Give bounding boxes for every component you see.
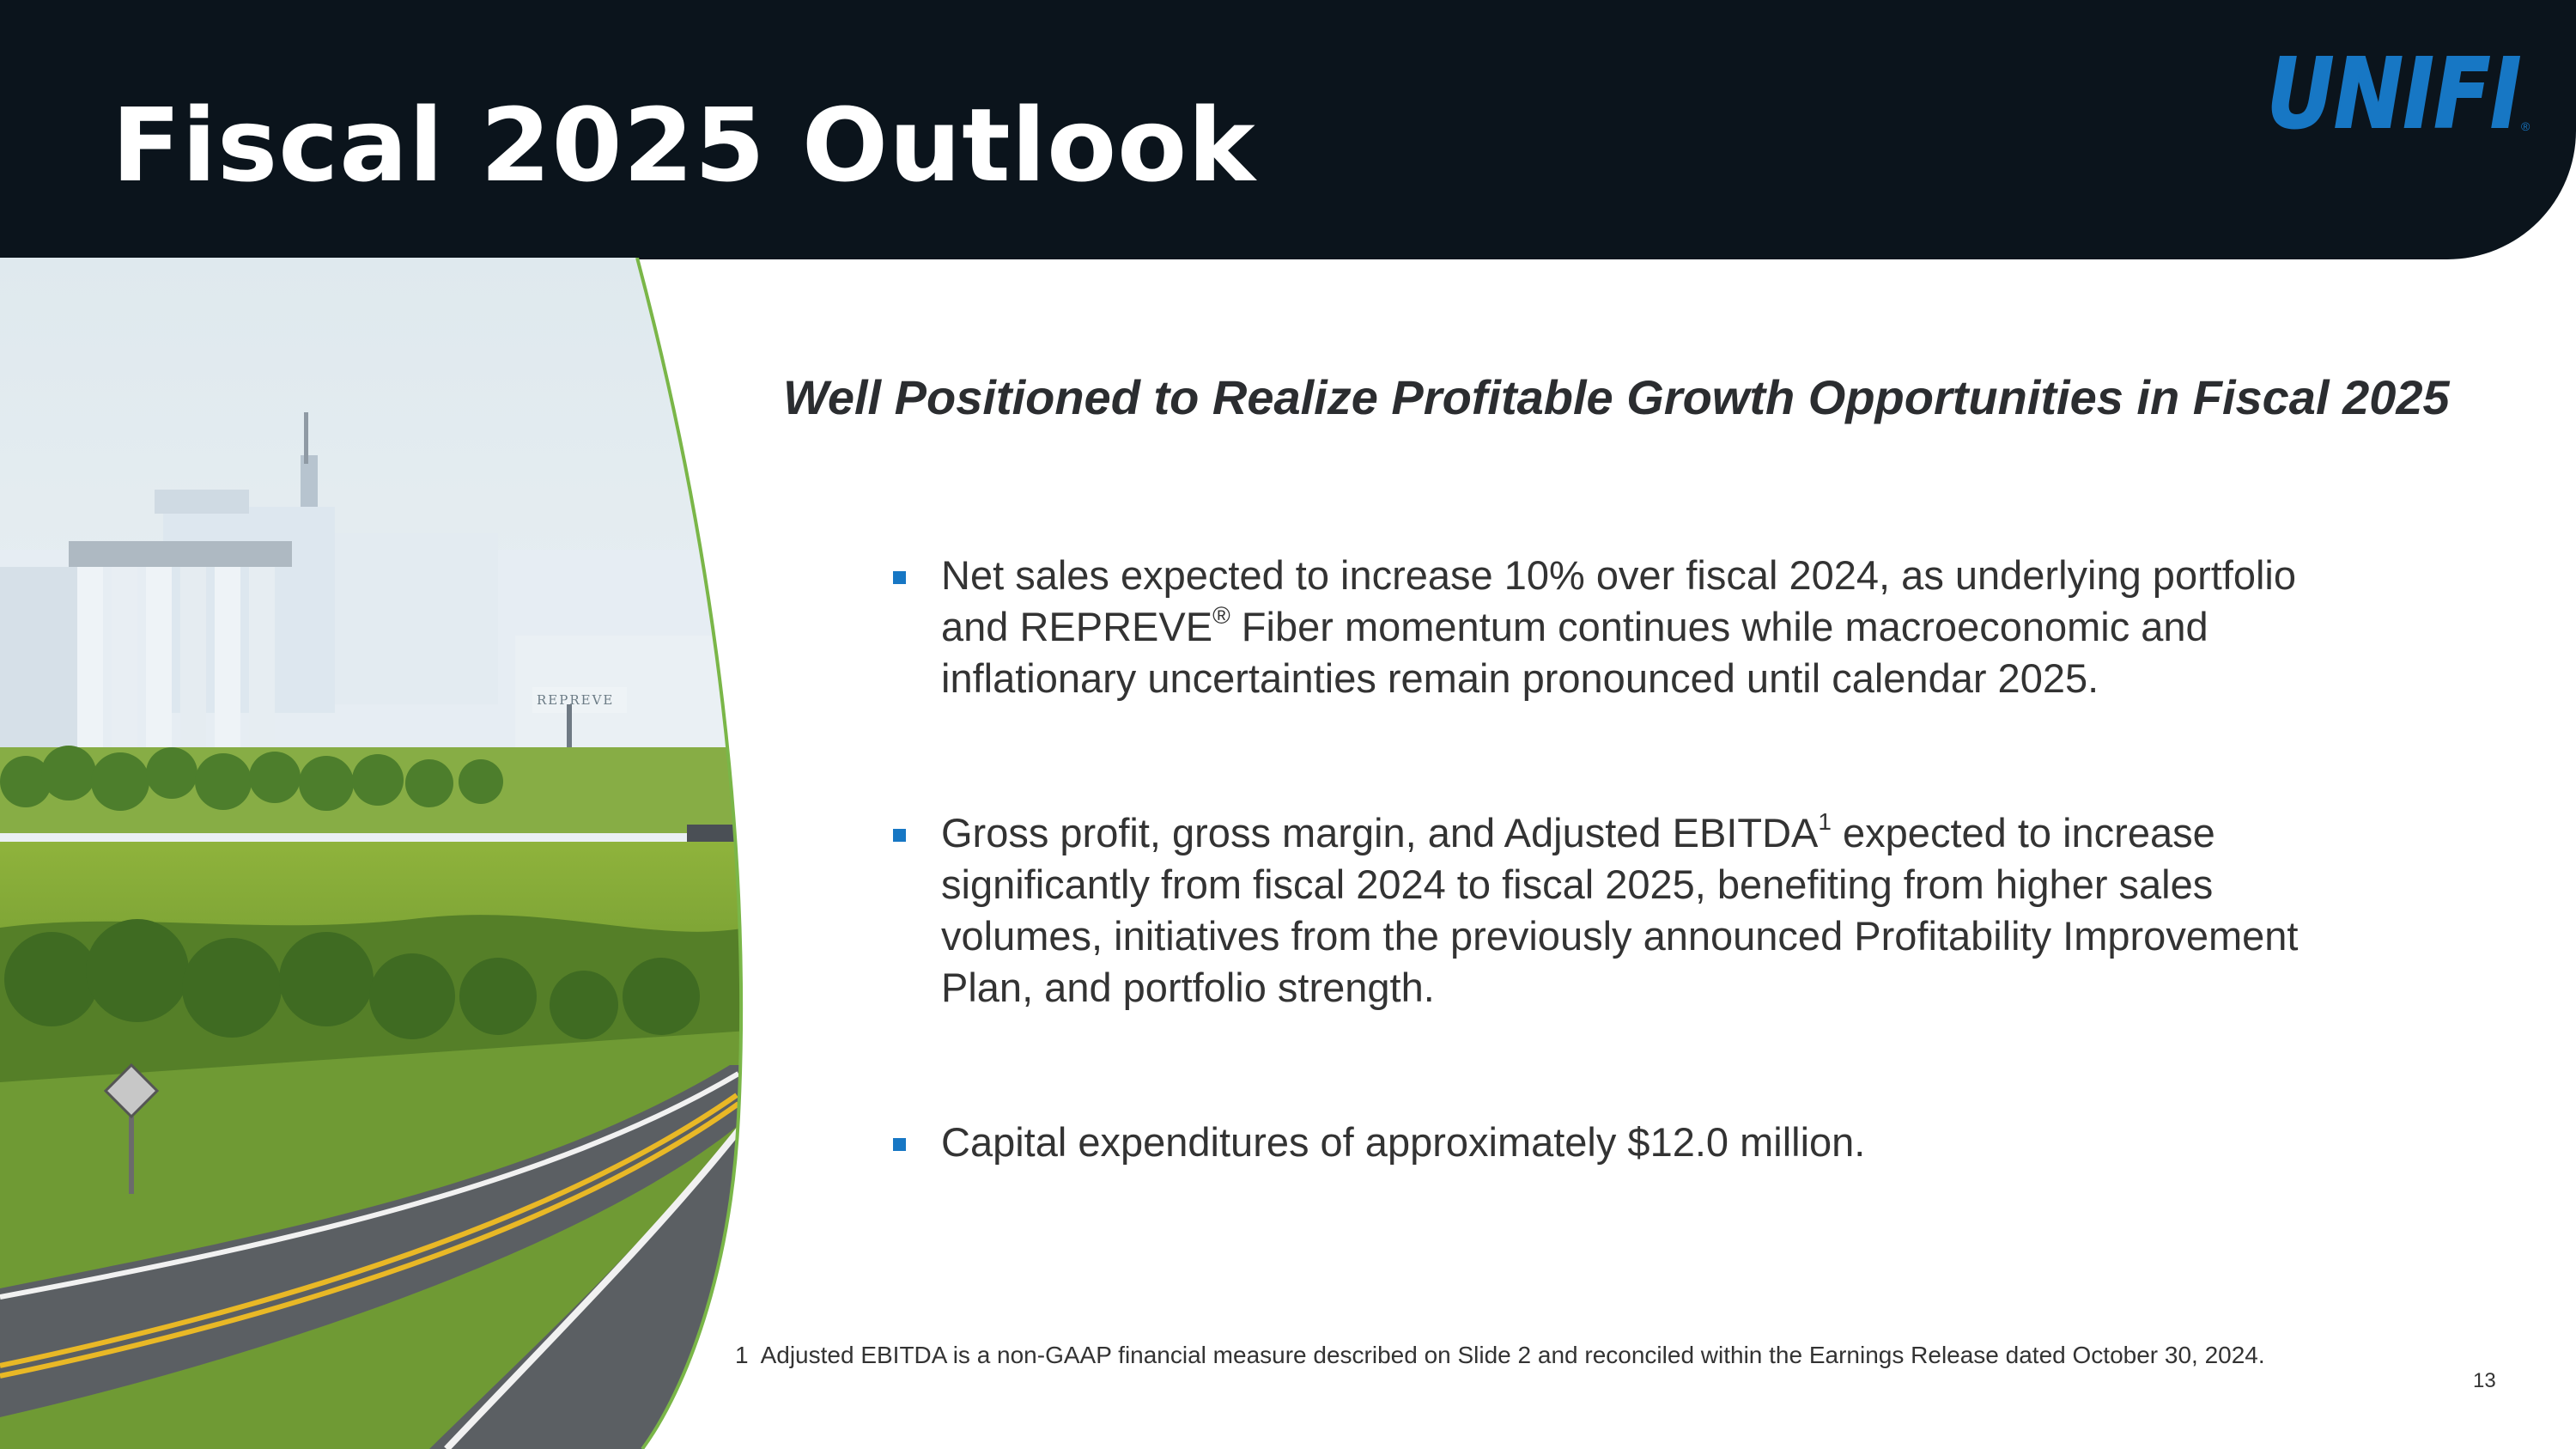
- bullet-3-line-1: Capital expenditures of approximately $1…: [941, 1119, 1866, 1165]
- footnote: 1 Adjusted EBITDA is a non-GAAP financial…: [735, 1342, 2265, 1369]
- unifi-logo-text: UNIFI: [2267, 48, 2521, 134]
- registered-mark: ®: [2521, 119, 2530, 133]
- footnote-number: 1: [735, 1342, 749, 1368]
- factory-road-photo: REPREVE: [0, 258, 744, 1449]
- bullet-1-line-3: inflationary uncertainties remain pronou…: [941, 655, 2099, 701]
- unifi-logo: UNIFI ®: [2267, 48, 2530, 134]
- bullet-1-line-2b: Fiber momentum continues while macroecon…: [1230, 604, 2208, 649]
- bullet-2-line-3: volumes, initiatives from the previously…: [941, 913, 2299, 959]
- footnote-text: Adjusted EBITDA is a non-GAAP financial …: [760, 1342, 2265, 1368]
- bullet-2-line-1b: expected to increase: [1831, 810, 2215, 855]
- slide-subtitle: Well Positioned to Realize Profitable Gr…: [783, 370, 2450, 424]
- bullet-2-line-1: Gross profit, gross margin, and Adjusted…: [941, 807, 2439, 859]
- bullet-1-line-2: and REPREVE® Fiber momentum continues wh…: [941, 601, 2439, 653]
- bullet-2-line-2: significantly from fiscal 2024 to fiscal…: [941, 861, 2214, 907]
- bullet-1-line-1: Net sales expected to increase 10% over …: [941, 552, 2297, 598]
- bullet-capex: Capital expenditures of approximately $1…: [893, 1117, 2439, 1168]
- bullet-1-line-2a: and REPREVE: [941, 604, 1213, 649]
- bullet-2-line-4: Plan, and portfolio strength.: [941, 965, 1435, 1010]
- green-curve-divider: [635, 258, 744, 1449]
- page-number: 13: [2473, 1369, 2496, 1392]
- bullet-gross-profit: Gross profit, gross margin, and Adjusted…: [893, 807, 2439, 1014]
- bullet-2-line-1a: Gross profit, gross margin, and Adjusted…: [941, 810, 1819, 855]
- registered-superscript: ®: [1212, 602, 1230, 629]
- building-sign-text: REPREVE: [537, 692, 614, 708]
- bullet-list: Net sales expected to increase 10% over …: [893, 550, 2439, 1168]
- title-bar: Fiscal 2025 Outlook UNIFI ®: [0, 0, 2576, 259]
- slide-title: Fiscal 2025 Outlook: [112, 86, 1256, 204]
- bullet-net-sales: Net sales expected to increase 10% over …: [893, 550, 2439, 704]
- footnote-reference: 1: [1818, 808, 1832, 835]
